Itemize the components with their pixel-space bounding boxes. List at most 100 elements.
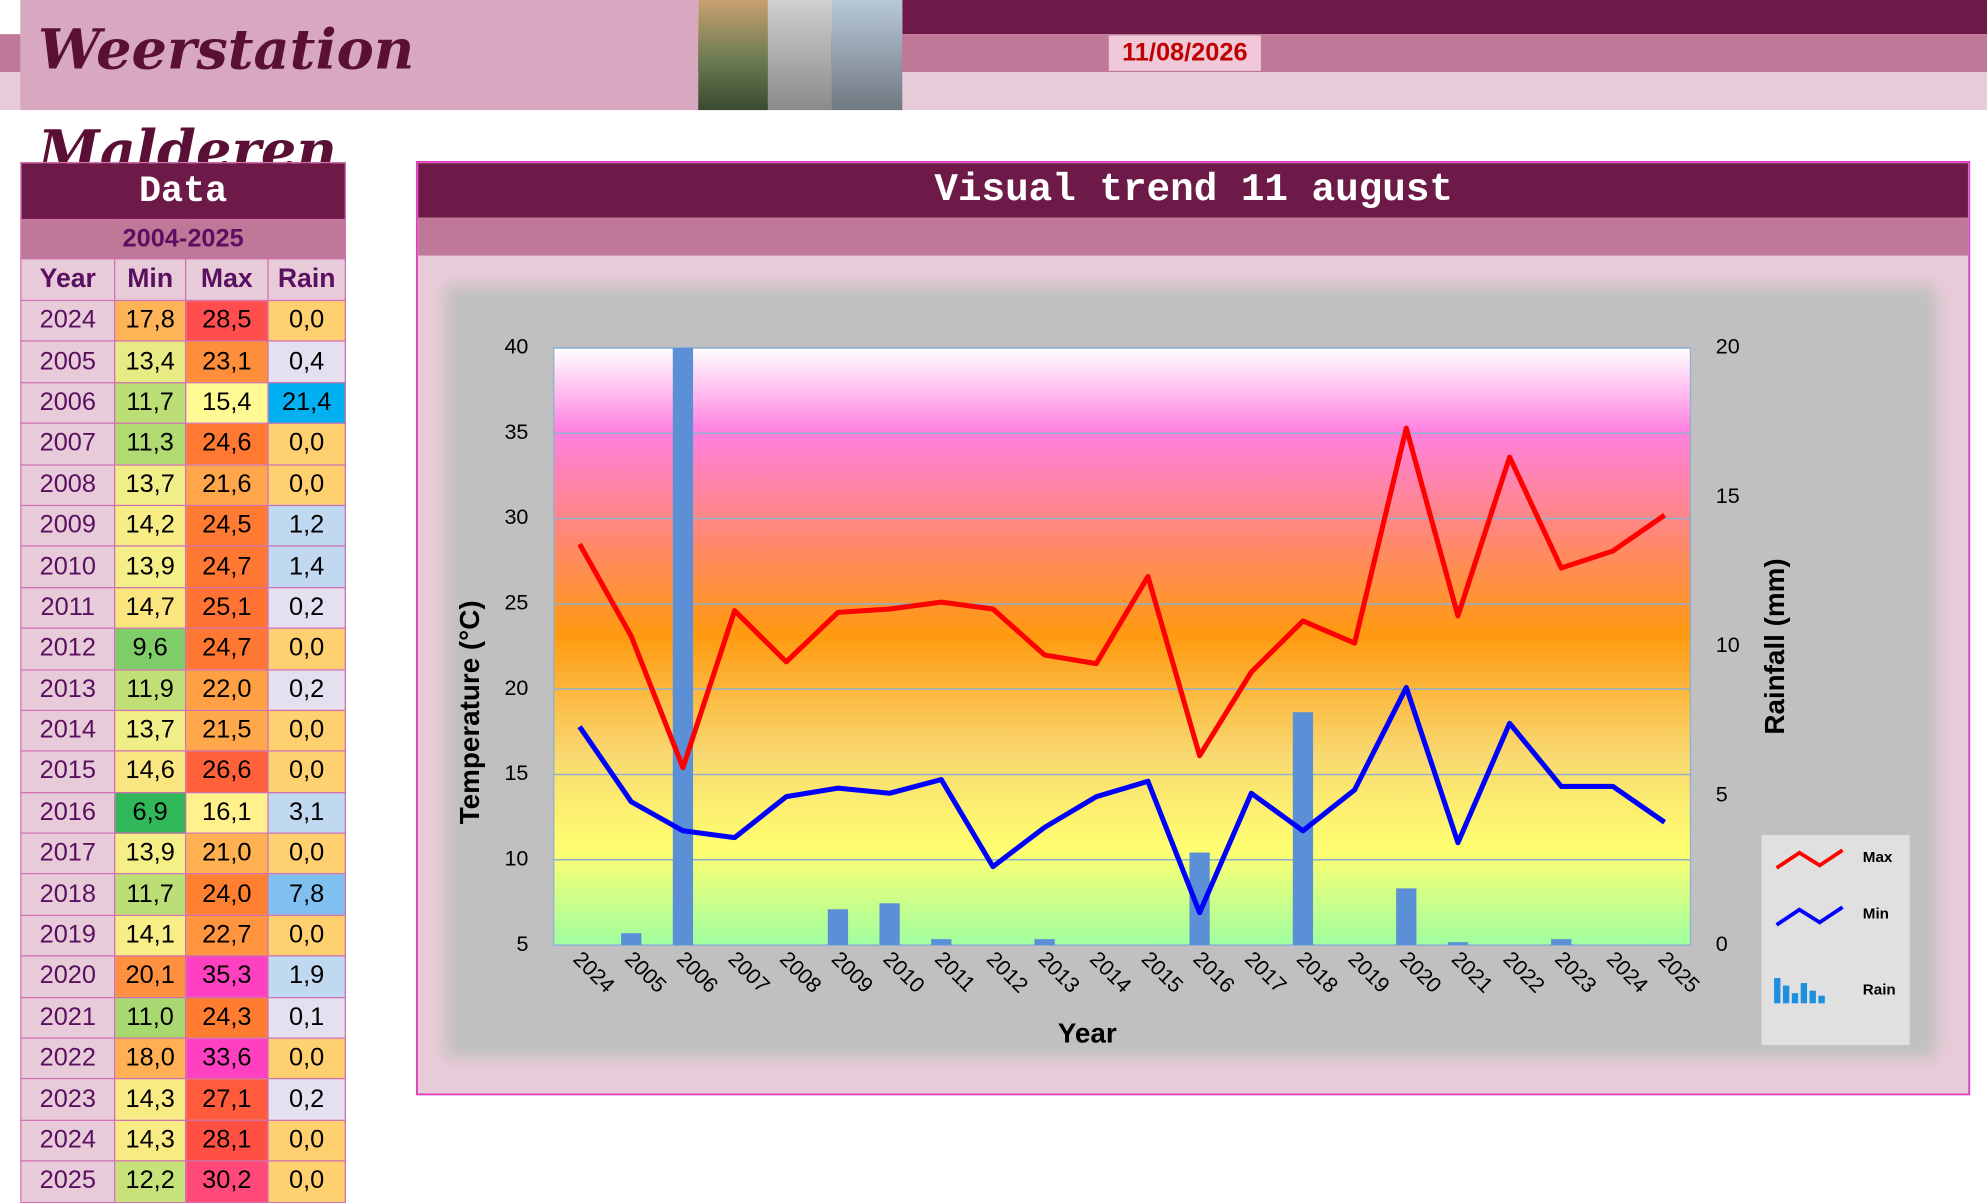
y-tick-label: 35 [504, 420, 528, 444]
value-cell: 24,3 [185, 996, 269, 1039]
value-cell: 0,0 [267, 627, 346, 670]
year-cell: 2015 [20, 750, 116, 793]
year-cell: 2008 [20, 463, 116, 507]
table-row: 2013 11,9 22,0 0,2 [20, 668, 346, 711]
site-title: Weerstation Malderen [20, 0, 699, 183]
value-cell: 0,0 [267, 1037, 346, 1080]
value-cell: 14,6 [114, 750, 187, 793]
year-cell: 2021 [20, 996, 116, 1039]
bar [672, 347, 694, 946]
value-cell: 9,6 [114, 627, 187, 670]
table-row: 2007 11,3 24,6 0,0 [20, 422, 346, 466]
value-cell: 22,7 [185, 914, 269, 957]
value-cell: 20,1 [114, 955, 187, 998]
value-cell: 21,5 [185, 709, 269, 752]
value-cell: 0,4 [267, 340, 346, 384]
value-cell: 0,2 [267, 586, 346, 629]
year-cell: 2025 [20, 1160, 116, 1203]
y-tick-label: 40 [504, 335, 528, 359]
legend-icon [1774, 977, 1781, 1004]
table-row: 2012 9,6 24,7 0,0 [20, 627, 346, 670]
year-cell: 2019 [20, 914, 116, 957]
y2-tick-label: 5 [1716, 783, 1728, 807]
column-header: Rain [267, 258, 346, 302]
x-axis-title: Year [1058, 1017, 1117, 1048]
year-cell: 2010 [20, 545, 116, 588]
table-subtitle: 2004-2025 [20, 218, 346, 260]
value-cell: 12,2 [114, 1160, 187, 1203]
value-cell: 24,7 [185, 627, 269, 670]
panel-title-bar [418, 163, 1968, 218]
table-row: 2009 14,2 24,5 1,2 [20, 504, 346, 548]
y2-axis-title: Rainfall (mm) [1759, 558, 1790, 734]
legend-icon [1809, 990, 1816, 1004]
value-cell: 24,7 [185, 545, 269, 588]
value-cell: 21,4 [267, 381, 346, 425]
y-tick-label: 5 [516, 932, 528, 956]
table-row: 2020 20,1 35,3 1,9 [20, 955, 346, 998]
value-cell: 26,6 [185, 750, 269, 793]
date: 11/08/2026 [1108, 35, 1261, 71]
value-cell: 11,0 [114, 996, 187, 1039]
y-tick-label: 25 [504, 591, 528, 615]
line [577, 425, 1667, 771]
y2-tick-label: 20 [1716, 335, 1740, 359]
value-cell: 0,0 [267, 750, 346, 793]
table-row: 2011 14,7 25,1 0,2 [20, 586, 346, 629]
bar [1447, 942, 1469, 946]
year-cell: 2006 [20, 381, 116, 425]
photo [698, 0, 768, 111]
year-cell: 2018 [20, 873, 116, 916]
value-cell: 18,0 [114, 1037, 187, 1080]
value-cell: 0,0 [267, 1119, 346, 1162]
value-cell: 15,4 [185, 381, 269, 425]
y-axis-title: Temperature (°C) [454, 600, 485, 824]
value-cell: 1,9 [267, 955, 346, 998]
column-header: Max [185, 258, 269, 302]
value-cell: 0,0 [267, 422, 346, 466]
year-cell: 2007 [20, 422, 116, 466]
table-row: 2025 12,2 30,2 0,0 [20, 1160, 346, 1203]
year-cell: 2017 [20, 832, 116, 875]
value-cell: 11,7 [114, 873, 187, 916]
table-row: 2005 13,4 23,1 0,4 [20, 340, 346, 384]
value-cell: 30,2 [185, 1160, 269, 1203]
value-cell: 28,1 [185, 1119, 269, 1162]
value-cell: 0,0 [267, 463, 346, 507]
year-cell: 2016 [20, 791, 116, 834]
y-tick-label: 10 [504, 846, 528, 870]
table-row: 2014 13,7 21,5 0,0 [20, 709, 346, 752]
bar [1189, 852, 1210, 946]
table-row: 2023 14,3 27,1 0,2 [20, 1078, 346, 1121]
value-cell: 0,2 [267, 1078, 346, 1121]
value-cell: 13,9 [114, 545, 187, 588]
value-cell: 28,5 [185, 299, 269, 343]
table-row: 2024 14,3 28,1 0,0 [20, 1119, 346, 1162]
year-cell: 2022 [20, 1037, 116, 1080]
year-cell: 2024 [20, 299, 116, 343]
table-row: 2016 6,9 16,1 3,1 [20, 791, 346, 834]
value-cell: 17,8 [114, 299, 187, 343]
legend-icon [1782, 985, 1790, 1004]
legend-label: Max [1863, 849, 1893, 866]
bar [1551, 939, 1572, 946]
value-cell: 11,7 [114, 381, 187, 425]
y2-tick-label: 15 [1716, 484, 1740, 508]
bar [931, 939, 952, 946]
year-cell: 2011 [20, 586, 116, 629]
value-cell: 22,0 [185, 668, 269, 711]
value-cell: 13,7 [114, 709, 187, 752]
column-header: Year [20, 258, 116, 302]
value-cell: 25,1 [185, 586, 269, 629]
legend-icon [1791, 993, 1799, 1004]
value-cell: 7,8 [267, 873, 346, 916]
value-cell: 0,0 [267, 832, 346, 875]
table-row: 2024 17,8 28,5 0,0 [20, 299, 346, 343]
bar [1396, 888, 1417, 946]
value-cell: 24,5 [185, 504, 269, 548]
value-cell: 13,7 [114, 463, 187, 507]
plot-area [553, 347, 1692, 946]
